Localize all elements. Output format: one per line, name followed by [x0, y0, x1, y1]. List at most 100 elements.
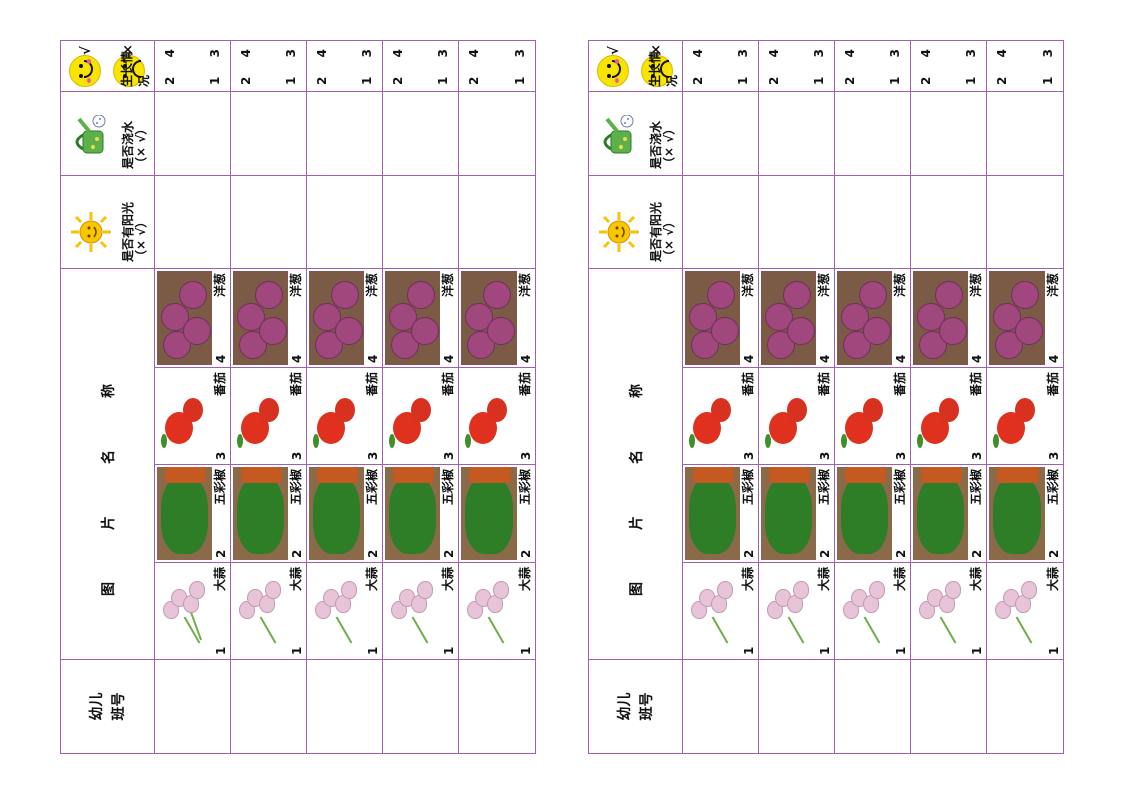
tomato-photo [461, 370, 517, 462]
watering-cell[interactable] [758, 91, 835, 176]
growth-option-3: 3 [964, 49, 978, 58]
growth-option-4: 4 [919, 49, 933, 58]
watering-cell[interactable] [682, 91, 759, 176]
plant-number: 4 [442, 354, 456, 363]
sunlight-cell[interactable] [306, 175, 383, 269]
watering-cell[interactable] [306, 91, 383, 176]
watering-cell[interactable] [834, 91, 911, 176]
growth-cell[interactable]: 2 1 4 3 [682, 40, 759, 92]
plant-name: 五彩椒 [441, 469, 455, 506]
plant-number: 2 [214, 549, 228, 558]
growth-option-1: 1 [812, 76, 826, 85]
growth-cell[interactable]: 2 1 4 3 [986, 40, 1064, 92]
child-number-cell[interactable] [382, 659, 459, 754]
plant-number: 3 [366, 451, 380, 460]
growth-header: √ × 生长情况 [588, 40, 683, 92]
child-number-cell[interactable] [910, 659, 987, 754]
plant-name: 番茄 [518, 372, 532, 397]
child-number-cell[interactable] [230, 659, 307, 754]
growth-cell[interactable]: 2 1 4 3 [458, 40, 536, 92]
record-sheet-right: 幼儿 班号 图片名称 [588, 40, 1064, 754]
growth-option-3: 3 [736, 49, 750, 58]
sunlight-cell[interactable] [682, 175, 759, 269]
child-number-cell[interactable] [306, 659, 383, 754]
growth-option-2: 2 [467, 76, 481, 85]
table-row: 1 大蒜 2 五彩椒 3 番茄 [306, 40, 383, 754]
child-number-cell[interactable] [154, 659, 231, 754]
onion-photo [385, 271, 440, 365]
plant-cell-garlic: 1 大蒜 [910, 562, 987, 660]
growth-cell[interactable]: 2 1 4 3 [758, 40, 835, 92]
plant-name: 大蒜 [741, 567, 755, 592]
growth-label: 生长情况 [648, 50, 679, 87]
picture-name-header: 图片名称 [60, 268, 155, 660]
watering-cell[interactable] [382, 91, 459, 176]
onion-photo [309, 271, 364, 365]
child-label: 幼儿 [88, 692, 105, 721]
growth-option-1: 1 [1041, 76, 1055, 85]
table-row: 1 大蒜 2 五彩椒 3 番茄 [834, 40, 911, 754]
child-number-cell[interactable] [986, 659, 1064, 754]
sunlight-cell[interactable] [154, 175, 231, 269]
plant-name: 大蒜 [1046, 567, 1060, 592]
growth-cell[interactable]: 2 1 4 3 [910, 40, 987, 92]
watering-cell[interactable] [986, 91, 1064, 176]
plant-cell-onion: 4 洋葱 [834, 268, 911, 368]
plant-name: 番茄 [817, 372, 831, 397]
header-row: 幼儿 班号 图片名称 [60, 40, 155, 754]
growth-cell[interactable]: 2 1 4 3 [834, 40, 911, 92]
sunlight-cell[interactable] [458, 175, 536, 269]
plant-name: 洋葱 [213, 273, 227, 298]
plant-cell-onion: 4 洋葱 [382, 268, 459, 368]
plant-number: 2 [894, 549, 908, 558]
growth-cell[interactable]: 2 1 4 3 [230, 40, 307, 92]
watering-cell[interactable] [458, 91, 536, 176]
watering-cell[interactable] [910, 91, 987, 176]
growth-cell[interactable]: 2 1 4 3 [154, 40, 231, 92]
plant-name: 五彩椒 [741, 469, 755, 506]
plant-name: 番茄 [289, 372, 303, 397]
plant-cell-tomato: 3 番茄 [382, 367, 459, 465]
growth-option-2: 2 [315, 76, 329, 85]
tomato-photo [989, 370, 1045, 462]
sunlight-cell[interactable] [382, 175, 459, 269]
plant-number: 1 [290, 646, 304, 655]
header-row: 幼儿 班号 图片名称 [588, 40, 683, 754]
plant-number: 1 [742, 646, 756, 655]
growth-cell[interactable]: 2 1 4 3 [382, 40, 459, 92]
sunlight-cell[interactable] [986, 175, 1064, 269]
watering-can-icon [603, 115, 634, 154]
watering-header: 是否浇水 （× √） [588, 91, 683, 176]
child-number-cell[interactable] [758, 659, 835, 754]
growth-option-3: 3 [812, 49, 826, 58]
sunlight-cell[interactable] [834, 175, 911, 269]
plant-cell-tomato: 3 番茄 [682, 367, 759, 465]
child-number-cell[interactable] [834, 659, 911, 754]
plant-name: 洋葱 [1046, 273, 1060, 298]
tomato-photo [685, 370, 740, 462]
watering-cell[interactable] [230, 91, 307, 176]
plant-number: 4 [214, 354, 228, 363]
record-sheet-left: 幼儿 班号 图片名称 [60, 40, 536, 754]
watering-cell[interactable] [154, 91, 231, 176]
child-number-cell[interactable] [458, 659, 536, 754]
table-row: 1 大蒜 2 五彩椒 3 番茄 [382, 40, 459, 754]
plant-number: 2 [519, 549, 533, 558]
child-number-cell[interactable] [682, 659, 759, 754]
onion-photo [837, 271, 892, 365]
sunlight-cell[interactable] [910, 175, 987, 269]
growth-option-1: 1 [888, 76, 902, 85]
sunlight-cell[interactable] [758, 175, 835, 269]
sunlight-cell[interactable] [230, 175, 307, 269]
plant-name: 洋葱 [817, 273, 831, 298]
plant-cell-tomato: 3 番茄 [306, 367, 383, 465]
garlic-photo [685, 565, 740, 657]
growth-option-2: 2 [391, 76, 405, 85]
plant-number: 2 [366, 549, 380, 558]
growth-cell[interactable]: 2 1 4 3 [306, 40, 383, 92]
class-number-label: 班号 [638, 692, 655, 721]
plant-number: 4 [894, 354, 908, 363]
table-row: 1 大蒜 2 五彩椒 3 番茄 [910, 40, 987, 754]
plant-number: 2 [442, 549, 456, 558]
onion-photo [989, 271, 1045, 365]
